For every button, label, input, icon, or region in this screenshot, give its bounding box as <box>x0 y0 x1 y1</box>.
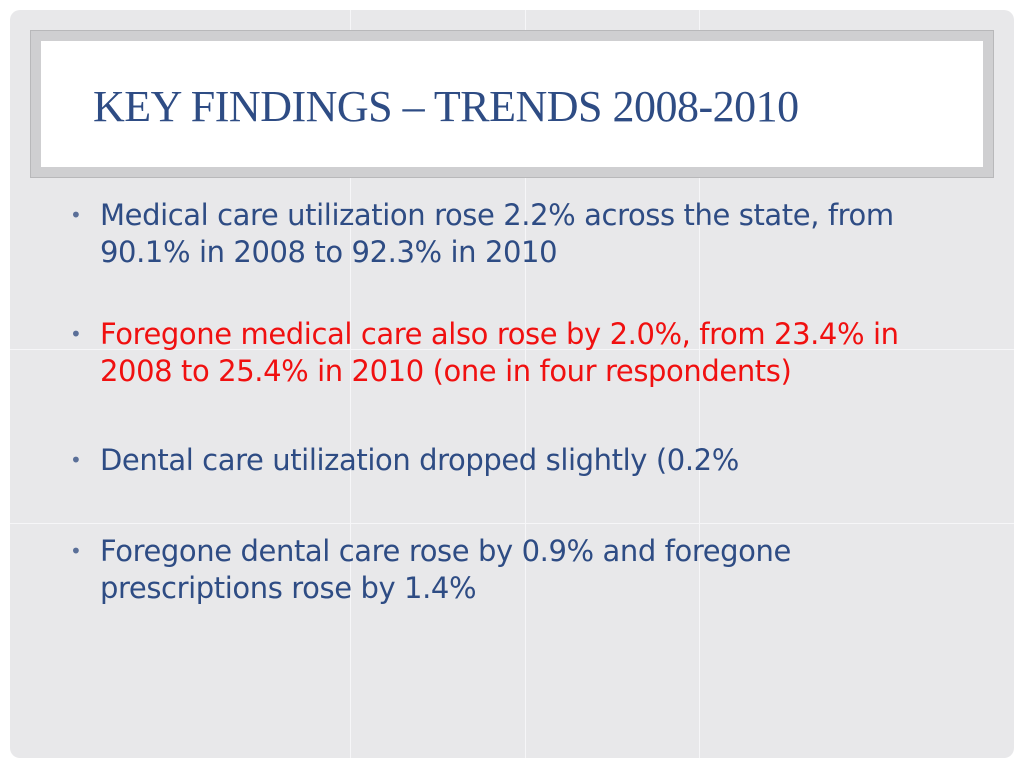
bullet-item-foregone-dental: • Foregone dental care rose by 0.9% and … <box>68 533 948 607</box>
background-grid-line <box>10 523 1014 524</box>
bullet-list: • Medical care utilization rose 2.2% acr… <box>68 197 948 607</box>
slide-title: KEY FINDINGS – TRENDS 2008-2010 <box>93 82 799 131</box>
background-grid-line <box>699 10 700 758</box>
background-grid-line <box>525 10 526 758</box>
bullet-item-foregone-medical: • Foregone medical care also rose by 2.0… <box>68 316 948 390</box>
bullet-marker: • <box>70 448 82 472</box>
title-box: KEY FINDINGS – TRENDS 2008-2010 <box>41 41 983 167</box>
bullet-marker: • <box>70 203 82 227</box>
bullet-marker: • <box>70 322 82 346</box>
bullet-item-medical-utilization: • Medical care utilization rose 2.2% acr… <box>68 197 948 271</box>
slide: KEY FINDINGS – TRENDS 2008-2010 • Medica… <box>10 10 1014 758</box>
bullet-item-dental-utilization: • Dental care utilization dropped slight… <box>68 442 948 479</box>
background-grid-line <box>10 349 1014 350</box>
bullet-text: Foregone dental care rose by 0.9% and fo… <box>100 534 791 605</box>
bullet-marker: • <box>70 539 82 563</box>
title-frame: KEY FINDINGS – TRENDS 2008-2010 <box>30 30 994 178</box>
bullet-text: Dental care utilization dropped slightly… <box>100 443 739 477</box>
bullet-text: Medical care utilization rose 2.2% acros… <box>100 198 894 269</box>
bullet-text: Foregone medical care also rose by 2.0%,… <box>100 317 899 388</box>
background-grid-line <box>350 10 351 758</box>
